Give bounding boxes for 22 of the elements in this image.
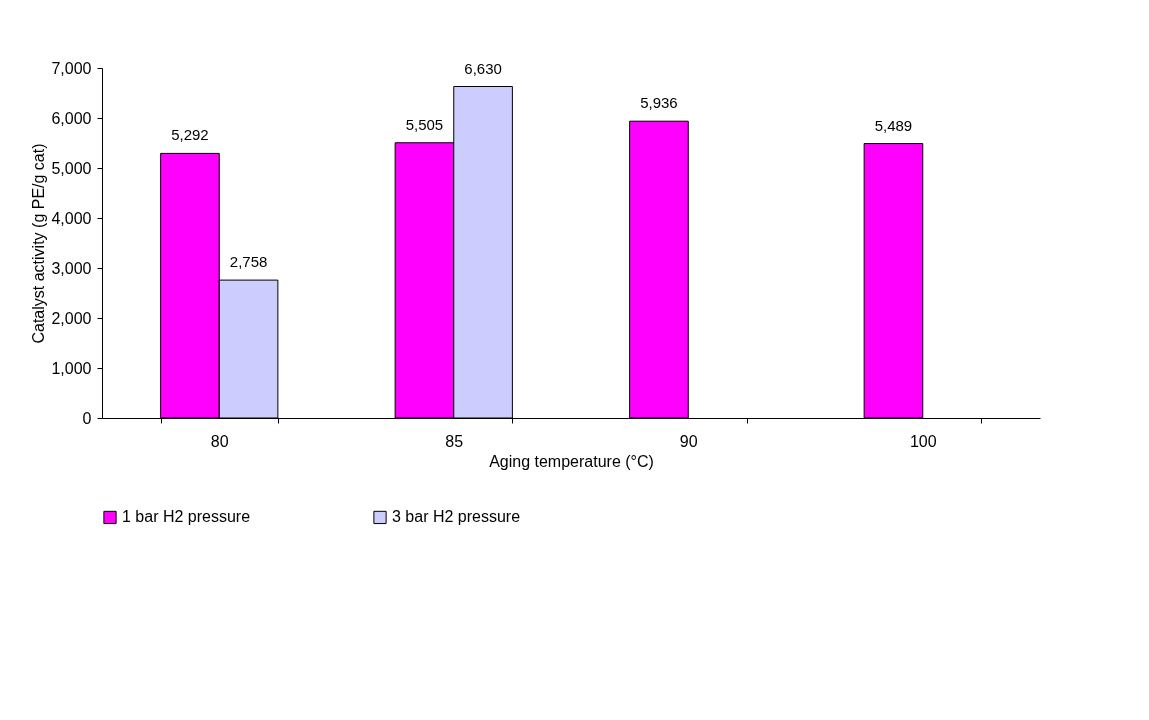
- legend-label: 1 bar H2 pressure: [122, 508, 251, 526]
- data-label: 5,489: [874, 116, 913, 134]
- y-tick-label: 1,000: [51, 359, 92, 377]
- x-axis-title: Aging temperature (°C): [489, 452, 654, 470]
- y-tick-label: 2,000: [51, 309, 92, 327]
- legend-label: 3 bar H2 pressure: [392, 508, 521, 526]
- y-tick-label: 0: [82, 409, 92, 427]
- x-tick-label: 100: [909, 432, 937, 450]
- y-tick-label: 7,000: [51, 59, 92, 77]
- data-label: 5,292: [171, 126, 209, 144]
- y-tick-label: 6,000: [51, 109, 92, 127]
- x-tick-label: 80: [210, 432, 229, 450]
- y-tick-label: 5,000: [51, 159, 92, 177]
- x-tick-label: 90: [679, 432, 698, 450]
- y-tick-label: 3,000: [51, 259, 92, 277]
- x-tick-label: 85: [445, 432, 464, 450]
- data-label: 5,505: [405, 115, 444, 133]
- data-label: 2,758: [229, 253, 268, 271]
- y-tick-label: 4,000: [51, 209, 92, 227]
- data-label: 6,630: [464, 59, 502, 77]
- data-label: 5,936: [640, 94, 678, 112]
- y-axis-title: Catalyst activity (g PE/g cat): [30, 143, 48, 344]
